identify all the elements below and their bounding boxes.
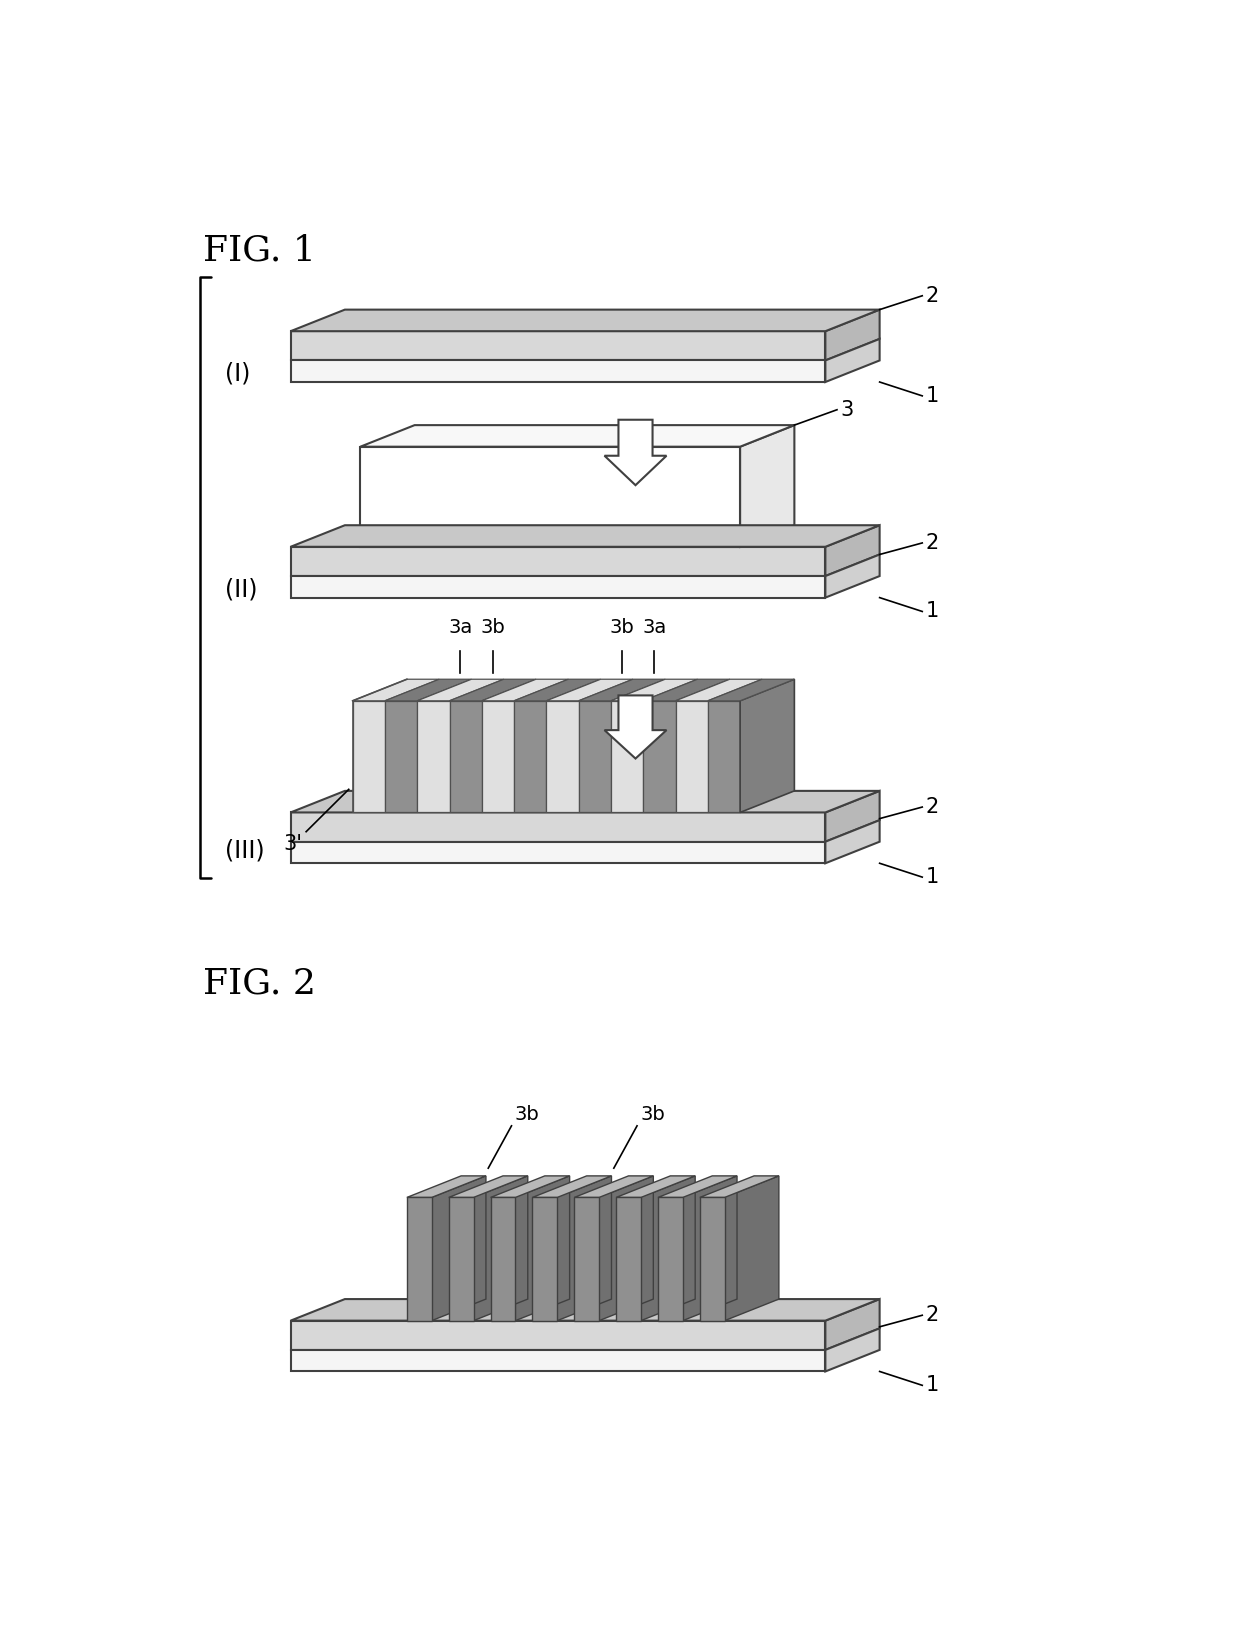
Polygon shape bbox=[290, 360, 826, 381]
Polygon shape bbox=[352, 701, 384, 812]
Polygon shape bbox=[699, 1197, 724, 1321]
Polygon shape bbox=[579, 701, 611, 812]
Polygon shape bbox=[724, 1175, 779, 1321]
Polygon shape bbox=[740, 679, 795, 812]
Polygon shape bbox=[611, 701, 644, 812]
Polygon shape bbox=[449, 679, 536, 701]
Text: (III): (III) bbox=[224, 838, 264, 863]
Polygon shape bbox=[740, 426, 795, 547]
Text: 3a: 3a bbox=[642, 617, 666, 637]
Polygon shape bbox=[384, 701, 417, 812]
Polygon shape bbox=[826, 791, 879, 841]
Polygon shape bbox=[557, 1175, 611, 1321]
Text: 3b: 3b bbox=[640, 1105, 665, 1123]
Polygon shape bbox=[676, 679, 763, 701]
Polygon shape bbox=[516, 1175, 569, 1321]
Polygon shape bbox=[482, 679, 568, 701]
Text: (II): (II) bbox=[224, 578, 257, 601]
Text: 1: 1 bbox=[925, 386, 939, 406]
Text: 3b: 3b bbox=[480, 617, 505, 637]
Polygon shape bbox=[417, 679, 503, 701]
Polygon shape bbox=[407, 1197, 432, 1321]
Text: 2: 2 bbox=[925, 286, 939, 306]
Polygon shape bbox=[449, 701, 482, 812]
Polygon shape bbox=[384, 679, 471, 701]
Polygon shape bbox=[474, 1175, 528, 1321]
Text: 1: 1 bbox=[925, 601, 939, 622]
Polygon shape bbox=[605, 419, 667, 485]
Text: (I): (I) bbox=[224, 362, 250, 386]
Polygon shape bbox=[826, 525, 879, 576]
Polygon shape bbox=[574, 1175, 653, 1197]
Polygon shape bbox=[432, 1175, 486, 1321]
Text: 3a: 3a bbox=[449, 617, 472, 637]
Polygon shape bbox=[644, 701, 676, 812]
Polygon shape bbox=[708, 701, 740, 812]
Polygon shape bbox=[699, 1175, 779, 1197]
Polygon shape bbox=[491, 1197, 516, 1321]
Polygon shape bbox=[449, 1175, 528, 1197]
Polygon shape bbox=[641, 1175, 696, 1321]
Polygon shape bbox=[290, 331, 826, 360]
Polygon shape bbox=[449, 1197, 474, 1321]
Polygon shape bbox=[290, 547, 826, 576]
Polygon shape bbox=[290, 309, 879, 331]
Polygon shape bbox=[658, 1197, 683, 1321]
Polygon shape bbox=[676, 701, 708, 812]
Polygon shape bbox=[616, 1197, 641, 1321]
Polygon shape bbox=[826, 309, 879, 360]
Text: 1: 1 bbox=[925, 868, 939, 887]
Text: 2: 2 bbox=[925, 797, 939, 817]
Polygon shape bbox=[407, 1175, 486, 1197]
Polygon shape bbox=[826, 339, 879, 381]
Polygon shape bbox=[352, 679, 439, 701]
Polygon shape bbox=[605, 696, 667, 758]
Polygon shape bbox=[290, 1321, 826, 1351]
Polygon shape bbox=[515, 701, 547, 812]
Polygon shape bbox=[547, 701, 579, 812]
Polygon shape bbox=[708, 679, 795, 701]
Text: 3b: 3b bbox=[515, 1105, 539, 1123]
Polygon shape bbox=[290, 576, 826, 598]
Text: 3b: 3b bbox=[610, 617, 635, 637]
Polygon shape bbox=[290, 791, 879, 812]
Polygon shape bbox=[532, 1197, 557, 1321]
Text: 2: 2 bbox=[925, 534, 939, 553]
Polygon shape bbox=[361, 426, 795, 447]
Polygon shape bbox=[826, 1300, 879, 1351]
Polygon shape bbox=[826, 555, 879, 598]
Polygon shape bbox=[482, 701, 515, 812]
Text: FIG. 1: FIG. 1 bbox=[203, 234, 316, 267]
Polygon shape bbox=[491, 1175, 569, 1197]
Polygon shape bbox=[290, 812, 826, 841]
Polygon shape bbox=[515, 679, 600, 701]
Polygon shape bbox=[290, 525, 879, 547]
Polygon shape bbox=[417, 701, 449, 812]
Text: FIG. 2: FIG. 2 bbox=[203, 966, 316, 1000]
Polygon shape bbox=[644, 679, 730, 701]
Polygon shape bbox=[826, 820, 879, 863]
Polygon shape bbox=[361, 447, 740, 547]
Polygon shape bbox=[547, 679, 632, 701]
Polygon shape bbox=[579, 679, 665, 701]
Text: 1: 1 bbox=[925, 1375, 939, 1395]
Polygon shape bbox=[290, 1300, 879, 1321]
Polygon shape bbox=[290, 841, 826, 863]
Text: 3': 3' bbox=[283, 833, 303, 855]
Polygon shape bbox=[616, 1175, 696, 1197]
Polygon shape bbox=[574, 1197, 599, 1321]
Polygon shape bbox=[611, 679, 697, 701]
Polygon shape bbox=[683, 1175, 737, 1321]
Polygon shape bbox=[532, 1175, 611, 1197]
Polygon shape bbox=[826, 1328, 879, 1372]
Polygon shape bbox=[599, 1175, 653, 1321]
Text: 3: 3 bbox=[841, 399, 853, 419]
Text: 2: 2 bbox=[925, 1305, 939, 1326]
Polygon shape bbox=[290, 1351, 826, 1372]
Polygon shape bbox=[658, 1175, 737, 1197]
